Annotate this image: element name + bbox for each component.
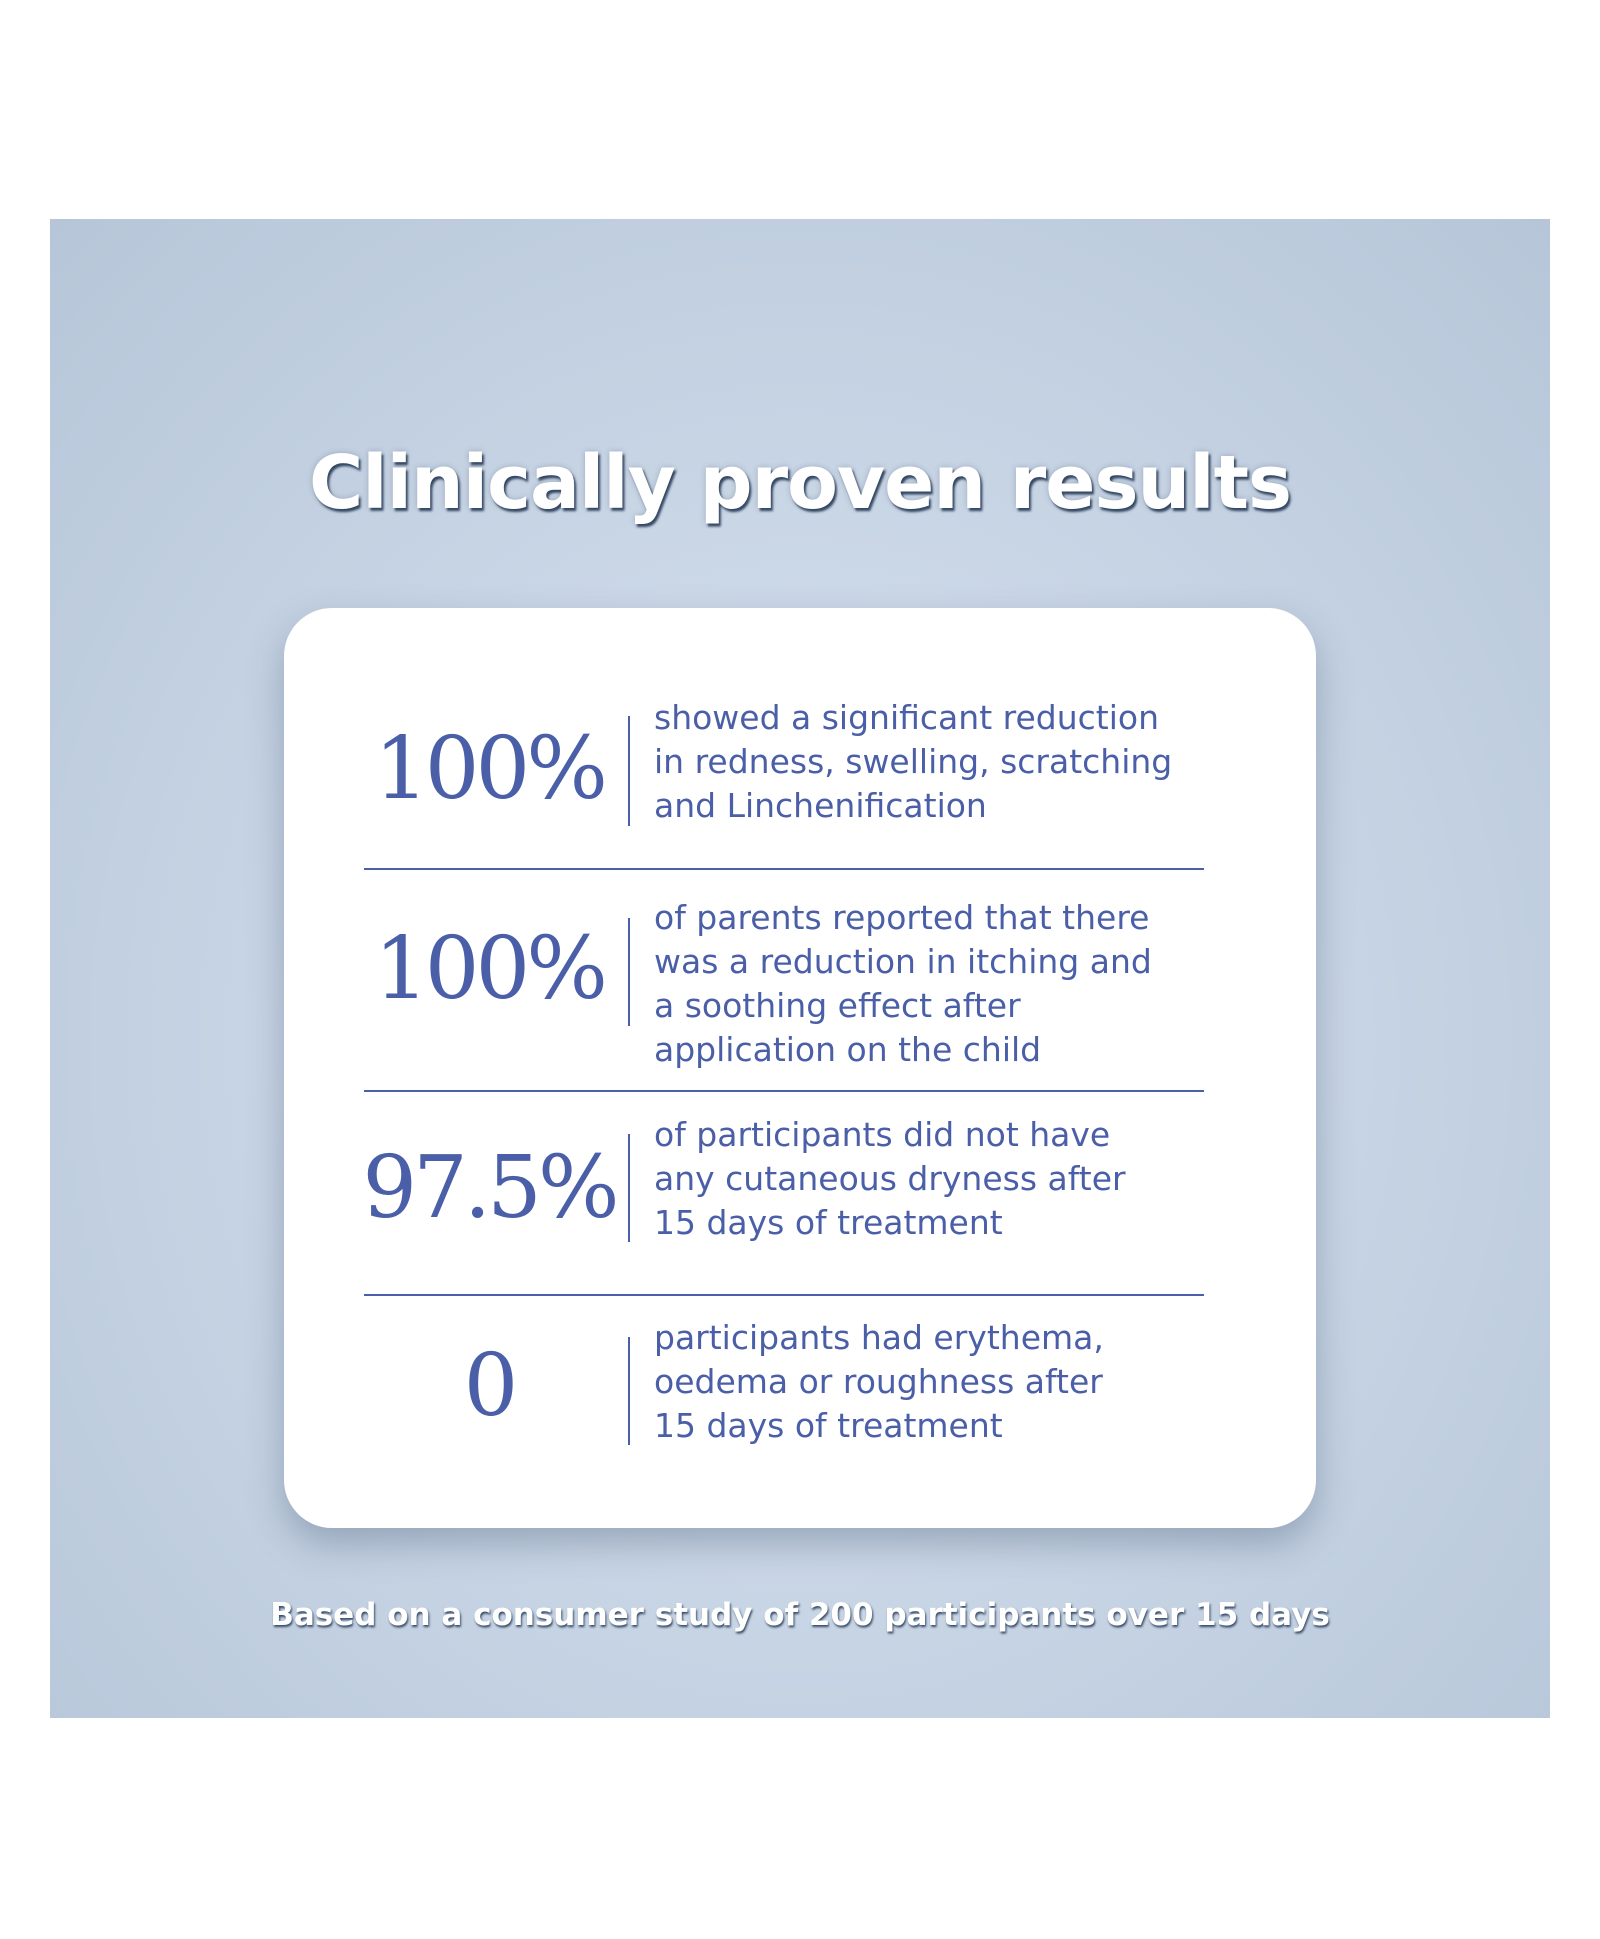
stat-row: 97.5% of participants did not have any c…: [362, 1115, 1204, 1258]
stat-value: 0: [463, 1336, 519, 1436]
stat-separator: [628, 1337, 630, 1445]
stat-description-line: any cutaneous dryness after: [654, 1159, 1126, 1198]
stat-description-line: 15 days of treatment: [654, 1203, 1003, 1242]
stat-description-line: in redness, swelling, scratching: [654, 742, 1173, 781]
stat-separator: [628, 716, 630, 826]
stat-description-line: of parents reported that there: [654, 898, 1150, 937]
stat-value: 100%: [374, 719, 608, 819]
stat-description-line: a soothing effect after: [654, 986, 1021, 1025]
stat-description-line: was a reduction in itching and: [654, 942, 1152, 981]
stat-description-line: of participants did not have: [654, 1115, 1111, 1154]
row-divider: [364, 1090, 1204, 1092]
row-divider: [364, 1294, 1204, 1296]
stat-description-line: 15 days of treatment: [654, 1406, 1003, 1445]
row-divider: [364, 868, 1204, 870]
stat-value: 100%: [374, 919, 608, 1019]
results-card: 100% showed a significant reduction in r…: [284, 608, 1316, 1528]
stat-row: 100% of parents reported that there was …: [364, 898, 1204, 1088]
stat-description: showed a significant reduction in rednes…: [654, 696, 1214, 828]
stat-description-line: participants had erythema,: [654, 1318, 1104, 1357]
page-title: Clinically proven results: [309, 440, 1292, 526]
stat-row: 100% showed a significant reduction in r…: [364, 698, 1204, 828]
stat-description-line: showed a significant reduction: [654, 698, 1159, 737]
stat-value: 97.5%: [362, 1138, 619, 1238]
stat-description: of parents reported that there was a red…: [654, 896, 1214, 1072]
stat-description: participants had erythema, oedema or rou…: [654, 1316, 1214, 1448]
stat-description-line: application on the child: [654, 1030, 1042, 1069]
stat-description-line: and Linchenification: [654, 786, 987, 825]
stat-description: of participants did not have any cutaneo…: [654, 1113, 1214, 1245]
stat-separator: [628, 1134, 630, 1242]
stat-separator: [628, 918, 630, 1026]
background-panel: Clinically proven results 100% showed a …: [50, 219, 1550, 1718]
study-footnote: Based on a consumer study of 200 partici…: [270, 1597, 1330, 1633]
stat-description-line: oedema or roughness after: [654, 1362, 1103, 1401]
stat-row: 0 participants had erythema, oedema or r…: [364, 1318, 1204, 1456]
